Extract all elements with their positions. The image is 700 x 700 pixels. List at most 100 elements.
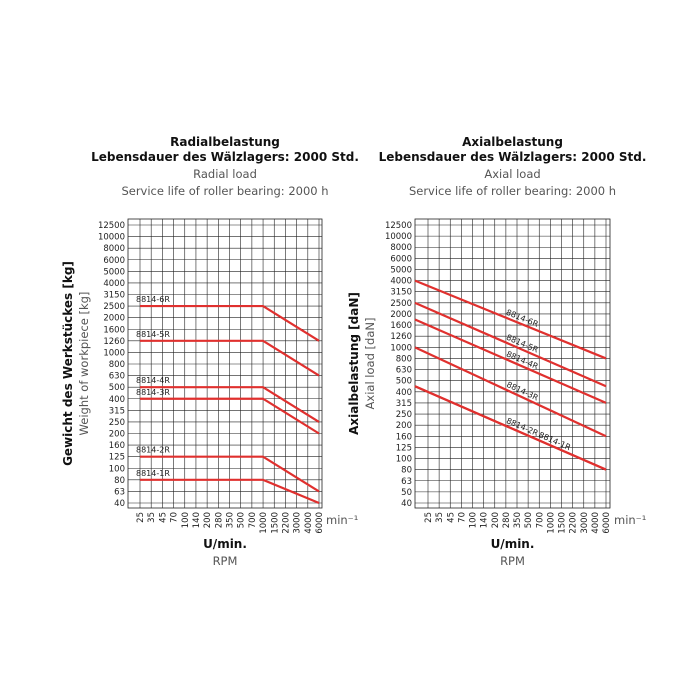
y-tick-label: 50: [401, 488, 412, 498]
x-tick-label: 2200: [569, 512, 579, 534]
y-axis-title: Axialbelastung [daN]: [347, 292, 361, 435]
chart-subtitle: Radial load: [193, 167, 257, 181]
chart-title: Radialbelastung: [170, 135, 280, 149]
series-line: [140, 386, 320, 423]
y-tick-label: 4000: [390, 277, 412, 287]
x-tick-label: 100: [181, 512, 191, 528]
x-tick-label: 1500: [558, 512, 568, 534]
x-tick-label: 3000: [293, 512, 303, 534]
y-axis-subtitle: Weight of workpiece [kg]: [77, 292, 91, 436]
chart-title: Axialbelastung: [462, 135, 563, 149]
x-tick-label: 35: [147, 512, 157, 523]
series-line: [140, 455, 320, 493]
y-tick-label: 1000: [390, 343, 412, 353]
y-tick-label: 315: [109, 406, 125, 416]
y-tick-label: 2000: [390, 310, 412, 320]
y-tick-label: 2500: [103, 302, 125, 312]
y-tick-label: 5000: [103, 267, 125, 277]
chart-title: Lebensdauer des Wälzlagers: 2000 Std.: [379, 150, 647, 164]
series-label: 8814-5R: [136, 330, 170, 339]
x-tick-label: 25: [136, 512, 146, 523]
series-line: [140, 304, 320, 342]
y-tick-label: 160: [396, 432, 412, 442]
y-tick-label: 12500: [98, 221, 125, 231]
x-axis-title: U/min.: [203, 537, 247, 551]
y-tick-label: 10000: [98, 233, 125, 243]
y-tick-label: 40: [114, 499, 125, 509]
y-tick-label: 63: [114, 487, 125, 497]
y-tick-label: 6000: [103, 256, 125, 266]
x-axis-subtitle: RPM: [500, 554, 525, 568]
x-tick-label: 140: [480, 512, 490, 528]
y-tick-label: 1260: [390, 332, 412, 342]
series-label: 8814-4R: [136, 376, 170, 385]
y-tick-label: 1000: [103, 348, 125, 358]
y-tick-label: 100: [396, 455, 412, 465]
y-tick-label: 5000: [390, 265, 412, 275]
y-tick-label: 100: [109, 464, 125, 474]
y-tick-label: 630: [109, 372, 125, 382]
chart-subtitle: Service life of roller bearing: 2000 h: [121, 184, 328, 198]
plot-frame: [127, 218, 323, 509]
y-tick-label: 400: [396, 388, 412, 398]
y-tick-label: 125: [109, 453, 125, 463]
y-tick-label: 10000: [385, 232, 412, 242]
x-tick-label: 70: [170, 512, 180, 523]
y-tick-label: 1600: [390, 321, 412, 331]
y-tick-label: 80: [114, 476, 125, 486]
y-tick-label: 1600: [103, 325, 125, 335]
x-axis-subtitle: RPM: [213, 554, 238, 568]
y-tick-label: 800: [109, 360, 125, 370]
y-axis-title: Gewicht des Werkstückes [kg]: [61, 261, 75, 466]
chart-title: Lebensdauer des Wälzlagers: 2000 Std.: [91, 150, 359, 164]
series-line: [140, 339, 320, 377]
series-line: [414, 385, 607, 471]
x-unit: min⁻¹: [614, 513, 646, 527]
y-tick-label: 63: [401, 477, 412, 487]
y-tick-label: 1260: [103, 337, 125, 347]
x-tick-label: 6000: [315, 512, 325, 534]
series-line: [414, 318, 607, 404]
y-tick-label: 125: [396, 443, 412, 453]
x-tick-label: 140: [192, 512, 202, 528]
y-tick-label: 500: [109, 383, 125, 393]
x-tick-label: 1000: [259, 512, 269, 534]
y-tick-label: 80: [401, 466, 412, 476]
x-tick-label: 1500: [270, 512, 280, 534]
x-tick-label: 700: [248, 512, 258, 528]
x-tick-label: 200: [491, 512, 501, 528]
y-tick-label: 8000: [103, 244, 125, 254]
y-tick-label: 2500: [390, 299, 412, 309]
y-tick-label: 3150: [390, 288, 412, 298]
y-tick-label: 315: [396, 399, 412, 409]
x-tick-label: 700: [535, 512, 545, 528]
y-tick-label: 400: [109, 395, 125, 405]
chart-subtitle: Service life of roller bearing: 2000 h: [409, 184, 616, 198]
x-tick-label: 3000: [580, 512, 590, 534]
x-tick-label: 1000: [546, 512, 556, 534]
plot-frame: [414, 218, 611, 509]
y-tick-label: 8000: [390, 243, 412, 253]
y-tick-label: 4000: [103, 279, 125, 289]
y-tick-label: 250: [396, 410, 412, 420]
series-label: 8814-1R: [136, 469, 170, 478]
x-tick-label: 350: [513, 512, 523, 528]
chart-subtitle: Axial load: [484, 167, 540, 181]
x-tick-label: 6000: [602, 512, 612, 534]
x-tick-label: 500: [524, 512, 534, 528]
x-axis-title: U/min.: [491, 537, 535, 551]
series-label: 8814-2R: [136, 446, 170, 455]
x-tick-label: 25: [424, 512, 434, 523]
series-label: 8814-6R: [136, 295, 170, 304]
y-tick-label: 500: [396, 377, 412, 387]
y-tick-label: 6000: [390, 254, 412, 264]
x-tick-label: 200: [203, 512, 213, 528]
y-tick-label: 200: [396, 421, 412, 431]
y-tick-label: 2000: [103, 314, 125, 324]
x-tick-label: 280: [214, 512, 224, 528]
y-tick-label: 160: [109, 441, 125, 451]
x-tick-label: 100: [469, 512, 479, 528]
y-tick-label: 12500: [385, 221, 412, 231]
x-tick-label: 45: [158, 512, 168, 523]
